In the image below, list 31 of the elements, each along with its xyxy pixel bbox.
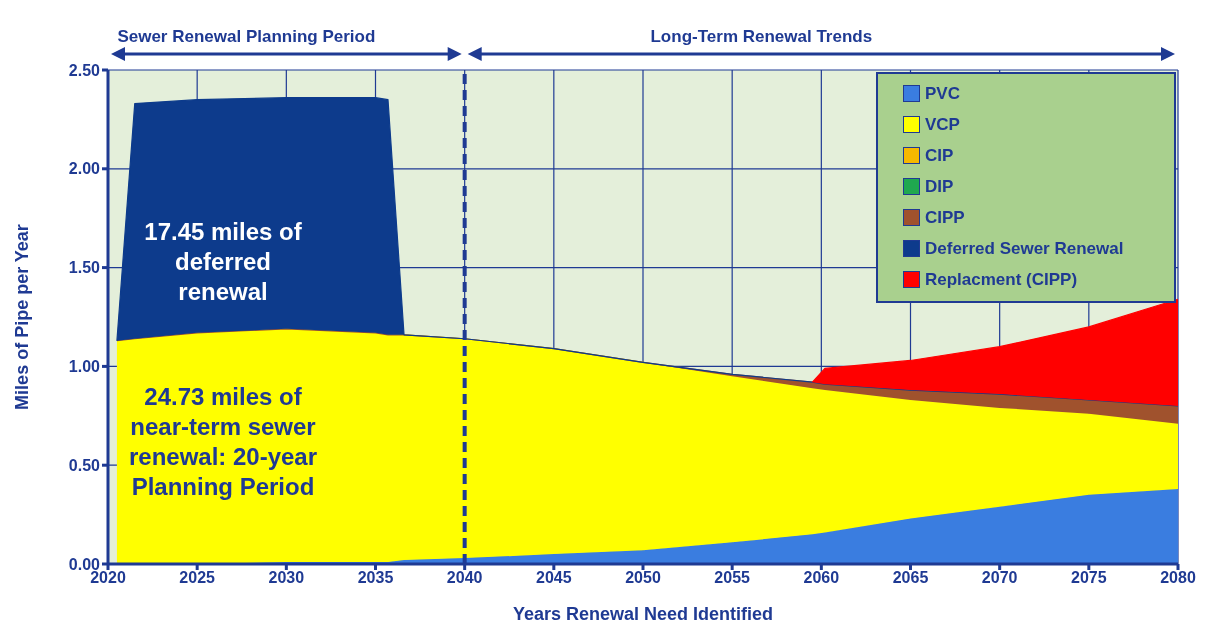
x-tick-label: 2040 [446, 569, 483, 587]
x-tick-label: 2035 [357, 569, 394, 587]
x-tick-label: 2060 [803, 569, 840, 587]
x-tick-label: 2045 [536, 569, 572, 587]
legend-label: DIP [925, 176, 954, 197]
legend-label: Deferred Sewer Renewal [925, 238, 1124, 259]
x-tick-label: 2065 [892, 569, 929, 587]
x-tick-label: 2080 [1160, 569, 1196, 587]
x-axis-title: Years Renewal Need Identified [512, 604, 774, 624]
legend-label: CIP [925, 145, 954, 166]
x-tick-label: 2025 [179, 569, 216, 587]
y-axis-title: Miles of Pipe per Year [12, 224, 33, 410]
y-tick-label: 0.50 [68, 456, 101, 474]
x-tick-label: 2070 [981, 569, 1018, 587]
annotation: 17.45 miles of deferred renewal [144, 218, 303, 305]
x-tick-label: 2075 [1071, 569, 1107, 587]
y-tick-label: 1.00 [68, 358, 101, 376]
y-tick-label: 2.50 [68, 61, 101, 79]
x-tick-label: 2055 [714, 569, 751, 587]
annotation: 24.73 miles of near-term sewer renewal: 20-year Planning Period [128, 383, 318, 500]
text: Sewer Renewal Planning Period [117, 27, 376, 46]
legend-label: Replacment (CIPP) [925, 269, 1078, 290]
y-tick-label: 1.50 [68, 259, 101, 277]
x-tick-label: 2050 [625, 569, 661, 587]
text: Long-Term Renewal Trends [650, 27, 873, 46]
x-tick-label: 2020 [90, 569, 126, 587]
x-tick-label: 2030 [268, 569, 305, 587]
legend-label: VCP [925, 114, 960, 135]
legend-label: CIPP [925, 207, 965, 228]
y-tick-label: 2.00 [68, 160, 101, 178]
legend-label: PVC [925, 83, 960, 104]
